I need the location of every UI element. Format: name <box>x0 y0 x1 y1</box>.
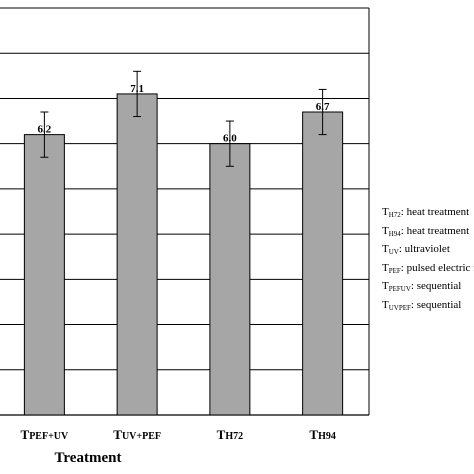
legend-item: TUV: ultraviolet <box>382 243 450 256</box>
bar <box>116 93 158 416</box>
data-label: 6.2 <box>38 124 52 136</box>
legend-item: TUVPEF: sequential <box>382 298 462 312</box>
x-tick-label: TH94 <box>309 427 335 442</box>
data-label: 6.0 <box>223 133 237 145</box>
x-tick-label: TPEF+UV <box>21 427 69 442</box>
bar <box>302 111 344 416</box>
bar <box>209 143 251 416</box>
chart-legend: TH72: heat treatment TH94: heat treatment… <box>382 205 474 316</box>
legend-item: TH72: heat treatment <box>382 206 470 219</box>
x-tick-label: TUV+PEF <box>113 427 161 442</box>
data-label: 6.7 <box>316 101 330 113</box>
legend-item: TPEF: pulsed electric field <box>382 261 474 275</box>
legend-item: TPEFUV: sequential <box>382 280 462 293</box>
x-axis-title: Treatment <box>55 450 122 466</box>
legend-item: TH94: heat treatment <box>382 224 470 238</box>
bar <box>23 134 65 416</box>
data-label: 7.1 <box>130 83 144 95</box>
x-tick-label: TH72 <box>217 427 243 442</box>
